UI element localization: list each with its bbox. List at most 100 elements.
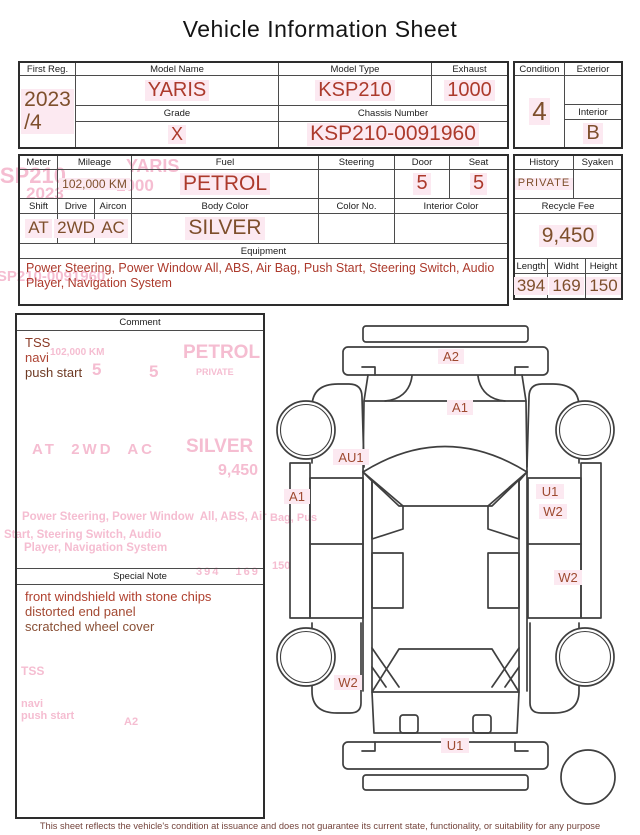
recycle-fee-value: 9,450 — [515, 214, 621, 259]
chassis-number-label: Chassis Number — [279, 106, 507, 122]
door-value: 5 — [395, 170, 450, 199]
disclaimer-text: This sheet reflects the vehicle's condit… — [39, 821, 601, 831]
damage-code-front-bumper: A2 — [443, 349, 459, 364]
drive-value: 2WD — [54, 214, 98, 244]
width-value: 169 — [548, 274, 586, 298]
fuel-value: PETROL — [132, 170, 319, 199]
damage-highlight — [447, 400, 473, 415]
meter-value — [20, 170, 58, 199]
syaken-label: Syaken — [574, 156, 621, 170]
damage-code-front-panel: A1 — [452, 400, 468, 415]
fuel-label: Fuel — [132, 156, 319, 170]
model-name-label: Model Name — [76, 63, 279, 76]
steering-value — [319, 170, 395, 199]
equipment-label: Equipment — [20, 244, 507, 259]
recycle-fee-label: Recycle Fee — [515, 199, 621, 214]
comment-line: push start — [25, 365, 83, 380]
front-left-wheel — [276, 400, 336, 460]
car-damage-diagram: A2 A1 AU1 A1 U1 W2 W2 W2 U1 — [276, 325, 616, 805]
front-bumper — [342, 346, 549, 376]
main-spec-table: First Reg. Model Name Model Type Exhaust… — [18, 61, 509, 149]
damage-code-rear-bumper: U1 — [447, 738, 464, 753]
headlights — [384, 375, 506, 402]
front-left-fender — [311, 383, 365, 468]
rear-right-fender — [529, 622, 580, 714]
damage-highlight — [441, 738, 469, 753]
comment-line: TSS — [25, 335, 51, 350]
color-no-label: Color No. — [319, 199, 395, 214]
history-label: History — [515, 156, 574, 170]
comment-body: TSS navi push start — [17, 331, 263, 568]
condition-table: Condition Exterior 4 Interior B — [513, 61, 623, 149]
first-reg-value: 2023 /4 — [20, 76, 76, 147]
equipment-value: Power Steering, Power Window All, ABS, A… — [26, 261, 495, 290]
rear-left-wheel-rim — [279, 630, 333, 684]
damage-code-right-rear-door: W2 — [558, 570, 578, 585]
rear-left-wheel — [276, 627, 336, 687]
car-body-outline — [289, 325, 602, 791]
exhaust-value: 1000 — [432, 76, 507, 106]
damage-code-right-front-door-2: W2 — [543, 504, 563, 519]
page-title: Vehicle Information Sheet — [182, 16, 458, 42]
right-a-pillar — [487, 471, 528, 540]
grade-label: Grade — [76, 106, 279, 122]
right-c-pillar — [491, 647, 520, 688]
front-panel — [363, 374, 527, 402]
detail-spec-table: Meter Mileage Fuel Steering Door Seat 10… — [18, 154, 509, 306]
first-reg-year: 2023 — [24, 88, 71, 112]
front-lip — [362, 325, 529, 343]
height-label: Height — [586, 259, 621, 274]
meter-label: Meter — [20, 156, 58, 170]
seat-label: Seat — [450, 156, 507, 170]
left-b-pillar — [371, 552, 404, 609]
rear-right-wheel — [555, 627, 615, 687]
damage-labels: A2 A1 AU1 A1 U1 W2 W2 W2 U1 — [284, 349, 582, 753]
aircon-value: AC — [95, 214, 132, 244]
width-label: Widht — [548, 259, 586, 274]
comment-header: Comment — [17, 315, 263, 331]
history-fee-upper: History Syaken PRIVATE Recycle Fee 9,450 — [514, 156, 621, 259]
exhaust-label: Exhaust — [432, 63, 507, 76]
first-reg-month: /4 — [24, 110, 42, 134]
condition-value: 4 — [515, 76, 565, 147]
front-left-wheel-rim — [279, 403, 333, 457]
mileage-label: Mileage — [58, 156, 132, 170]
trunk — [371, 691, 520, 734]
mileage-value: 102,000 KM — [58, 170, 132, 199]
right-sill — [580, 462, 602, 619]
comment-line: navi — [25, 350, 49, 365]
interior-value: B — [565, 120, 621, 147]
drive-label: Drive — [58, 199, 95, 214]
model-type-value: KSP210 — [279, 76, 432, 106]
damage-highlight — [334, 675, 362, 690]
rear-left-fender — [311, 622, 362, 714]
windshield — [362, 445, 528, 507]
left-a-pillar — [362, 471, 404, 540]
first-reg-label: First Reg. — [20, 63, 76, 76]
history-value: PRIVATE — [514, 170, 574, 199]
front-right-wheel-rim — [558, 403, 612, 457]
right-doors — [527, 477, 582, 619]
damage-code-left-sill: A1 — [289, 489, 305, 504]
syaken-value — [574, 170, 621, 199]
door-label: Door — [395, 156, 450, 170]
interior-color-value — [395, 214, 507, 244]
dimensions-table: Length Widht Height 394 169 150 — [513, 259, 621, 298]
left-tail-light — [399, 714, 419, 734]
damage-code-right-front-door-1: U1 — [542, 484, 559, 499]
grade-value: X — [76, 122, 279, 147]
special-note-line: distorted end panel — [25, 604, 136, 619]
condition-label: Condition — [515, 63, 565, 76]
damage-highlight — [333, 449, 369, 465]
right-b-pillar — [487, 552, 520, 609]
model-type-label: Model Type — [279, 63, 432, 76]
interior-color-label: Interior Color — [395, 199, 507, 214]
damage-code-left-rear-fender: W2 — [338, 675, 358, 690]
damage-highlight — [438, 349, 464, 364]
history-fee-table: History Syaken PRIVATE Recycle Fee 9,450… — [513, 154, 623, 300]
damage-highlight — [284, 489, 310, 504]
rear-bumper-notches — [361, 741, 529, 752]
special-note-body: front windshield with stone chips distor… — [17, 585, 263, 638]
left-doors — [309, 477, 364, 619]
